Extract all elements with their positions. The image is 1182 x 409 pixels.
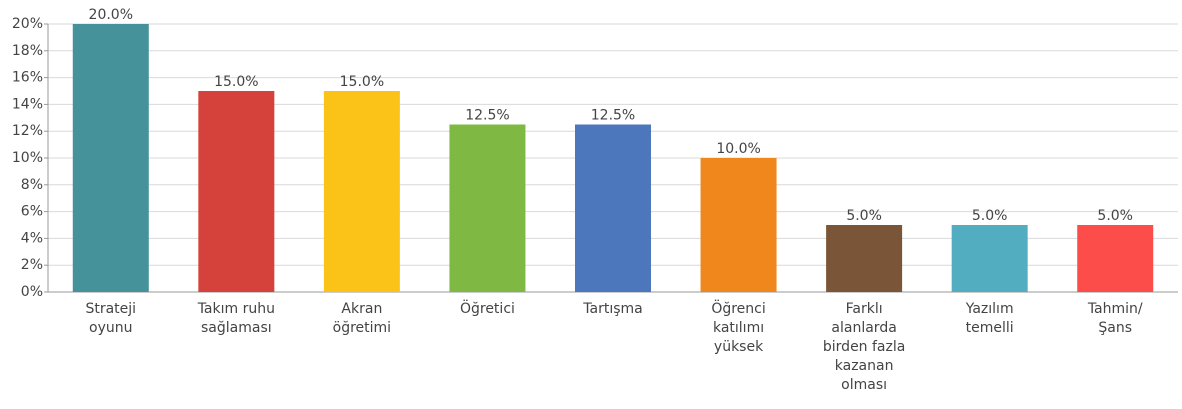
y-tick-label: 6% <box>21 204 43 220</box>
y-tick-label: 12% <box>12 123 43 139</box>
y-tick-label: 16% <box>12 70 43 86</box>
value-label: 15.0% <box>214 74 258 90</box>
bar <box>323 91 400 292</box>
bar <box>1077 225 1154 292</box>
bar <box>449 124 526 292</box>
bar <box>72 24 149 292</box>
bar <box>198 91 275 292</box>
x-tick-label: Farklı alanlarda birden fazla kazanan ol… <box>822 301 906 393</box>
y-tick-label: 14% <box>12 96 43 112</box>
value-label: 10.0% <box>716 141 760 157</box>
bar <box>575 124 651 292</box>
x-tick-label: Öğretici <box>459 301 515 317</box>
x-tick-label: Yazılım temelli <box>965 301 1014 336</box>
y-tick-label: 0% <box>21 284 43 300</box>
value-label: 20.0% <box>89 7 133 23</box>
x-tick-label: Akran öğretimi <box>332 301 392 336</box>
x-tick-label: Tartışma <box>583 301 643 317</box>
y-tick-label: 2% <box>21 257 43 273</box>
x-tick-label: Strateji oyunu <box>85 301 137 336</box>
y-tick-label: 18% <box>12 43 43 59</box>
bar <box>700 158 777 292</box>
value-label: 15.0% <box>340 74 384 90</box>
value-label: 12.5% <box>465 108 509 124</box>
y-tick-label: 4% <box>21 230 43 246</box>
bar <box>951 225 1028 292</box>
x-tick-label: Öğrenci katılımı yüksek <box>711 301 766 355</box>
x-tick-label: Takım ruhu sağlaması <box>197 301 275 336</box>
value-label: 5.0% <box>972 208 1008 224</box>
y-tick-label: 8% <box>21 177 43 193</box>
value-label: 5.0% <box>846 208 882 224</box>
y-tick-label: 20% <box>12 16 43 32</box>
x-tick-label: Tahmin/ Şans <box>1087 301 1143 336</box>
bar <box>826 225 903 292</box>
value-label: 12.5% <box>591 108 635 124</box>
y-tick-label: 10% <box>12 150 43 166</box>
value-label: 5.0% <box>1097 208 1133 224</box>
